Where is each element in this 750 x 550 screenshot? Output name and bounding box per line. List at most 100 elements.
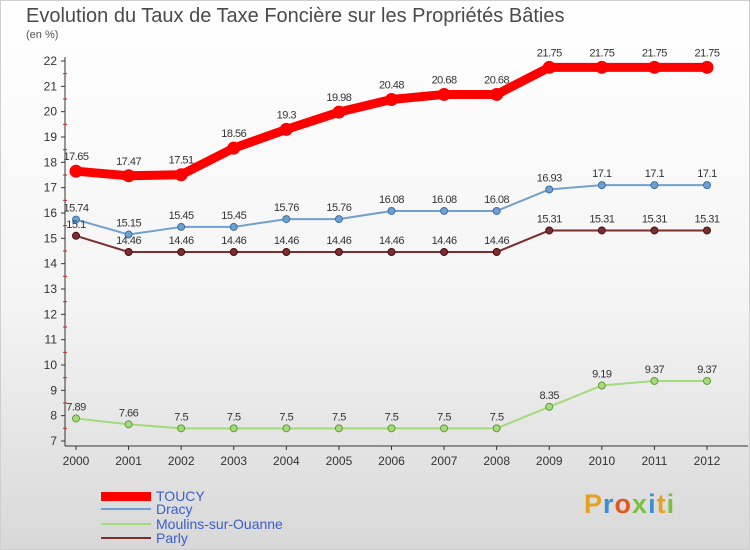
x-tick-label: 2010 xyxy=(588,454,615,468)
legend-swatch xyxy=(101,537,151,539)
data-label: 21.75 xyxy=(694,47,719,59)
data-label: 20.68 xyxy=(432,74,457,86)
x-tick-label: 2004 xyxy=(273,454,300,468)
data-label: 15.31 xyxy=(694,213,719,225)
proxiti-logo: Proxiti xyxy=(584,489,675,520)
x-tick-label: 2008 xyxy=(483,454,510,468)
data-point xyxy=(492,424,501,433)
data-point xyxy=(69,164,83,178)
data-label: 21.75 xyxy=(537,47,562,59)
y-tick-label: 17 xyxy=(44,181,58,195)
data-point xyxy=(334,248,343,257)
y-tick-label: 19 xyxy=(44,130,58,144)
data-label: 15.31 xyxy=(589,213,614,225)
data-label: 17.51 xyxy=(169,155,194,167)
data-label: 7.5 xyxy=(227,411,241,423)
data-label: 9.19 xyxy=(592,369,612,381)
data-label: 15.31 xyxy=(537,213,562,225)
logo-letter: x xyxy=(632,489,649,519)
x-tick-label: 2003 xyxy=(220,454,247,468)
x-tick-label: 2002 xyxy=(168,454,195,468)
y-tick-label: 21 xyxy=(44,79,58,93)
y-tick-label: 18 xyxy=(44,155,58,169)
data-label: 21.75 xyxy=(589,47,614,59)
data-point xyxy=(703,226,711,235)
y-tick-label: 15 xyxy=(44,231,58,245)
data-point xyxy=(385,93,398,107)
y-tick-label: 9 xyxy=(50,383,57,397)
y-tick-label: 8 xyxy=(50,409,57,423)
data-point xyxy=(545,185,554,194)
data-label: 20.68 xyxy=(484,74,509,86)
data-point xyxy=(650,226,659,235)
data-point xyxy=(703,376,711,385)
x-tick-label: 2007 xyxy=(431,454,458,468)
data-point xyxy=(700,60,714,74)
legend-label: Dracy xyxy=(156,501,193,517)
data-point xyxy=(72,215,80,224)
legend-swatch xyxy=(101,523,151,525)
data-label: 17.47 xyxy=(116,156,141,168)
data-point xyxy=(597,181,606,190)
x-tick-label: 2011 xyxy=(642,454,668,468)
data-label: 14.46 xyxy=(484,235,509,247)
data-point xyxy=(124,420,133,429)
series-toucy: 17.65 17.47 17.51 18.56 19.3 19.98 20.48 20.68 2… xyxy=(63,47,720,183)
data-label: 14.46 xyxy=(379,235,404,247)
data-point xyxy=(650,376,659,385)
series-moulins-sur-ouanne: 7.89 7.66 7.5 7.5 7.5 7.5 7.5 7.5 7.5 8.35 9.19 9.3… xyxy=(66,364,718,433)
logo-letter: o xyxy=(614,489,633,519)
x-tick-label: 2006 xyxy=(378,454,405,468)
logo-letter: r xyxy=(603,489,615,519)
data-label: 17.1 xyxy=(645,168,665,180)
data-label: 19.3 xyxy=(277,109,297,121)
y-tick-label: 16 xyxy=(44,206,58,220)
data-point xyxy=(387,206,396,215)
data-label: 7.5 xyxy=(332,411,346,423)
y-tick-label: 7 xyxy=(50,434,57,448)
data-label: 14.46 xyxy=(274,235,299,247)
data-label: 7.5 xyxy=(174,411,188,423)
data-point xyxy=(229,248,238,257)
data-point xyxy=(229,424,238,433)
data-label: 16.08 xyxy=(484,194,509,206)
data-label: 15.74 xyxy=(63,203,88,215)
data-point xyxy=(282,215,291,224)
legend-swatch xyxy=(101,491,151,501)
data-label: 15.76 xyxy=(274,202,299,214)
data-point xyxy=(122,169,136,183)
data-label: 8.35 xyxy=(540,390,560,402)
data-point xyxy=(440,206,449,215)
data-point xyxy=(545,402,554,411)
data-point xyxy=(647,60,661,74)
data-label: 15.45 xyxy=(221,210,246,222)
data-point xyxy=(282,248,291,257)
legend-item-parly: Parly xyxy=(101,531,188,545)
data-point xyxy=(279,122,293,136)
data-point xyxy=(595,60,609,74)
data-label: 18.56 xyxy=(221,128,246,140)
data-label: 21.75 xyxy=(642,47,667,59)
y-tick-label: 12 xyxy=(44,307,58,321)
data-point xyxy=(72,231,80,240)
data-point xyxy=(177,424,186,433)
data-point xyxy=(227,141,241,155)
data-label: 9.37 xyxy=(645,364,665,376)
data-label: 15.45 xyxy=(169,210,194,222)
data-point xyxy=(72,414,80,423)
data-label: 17.1 xyxy=(592,168,612,180)
logo-letter: i xyxy=(666,489,676,519)
logo-letter: P xyxy=(584,489,604,519)
data-point xyxy=(597,226,606,235)
y-tick-label: 11 xyxy=(45,333,58,347)
y-tick-label: 10 xyxy=(44,358,58,372)
data-point xyxy=(545,226,554,235)
data-point xyxy=(650,181,659,190)
data-label: 19.98 xyxy=(326,92,351,104)
legend-label: TOUCY xyxy=(156,488,205,504)
data-point xyxy=(282,424,291,433)
data-label: 15.1 xyxy=(66,219,86,231)
data-label: 14.46 xyxy=(432,235,457,247)
data-label: 14.46 xyxy=(116,235,141,247)
